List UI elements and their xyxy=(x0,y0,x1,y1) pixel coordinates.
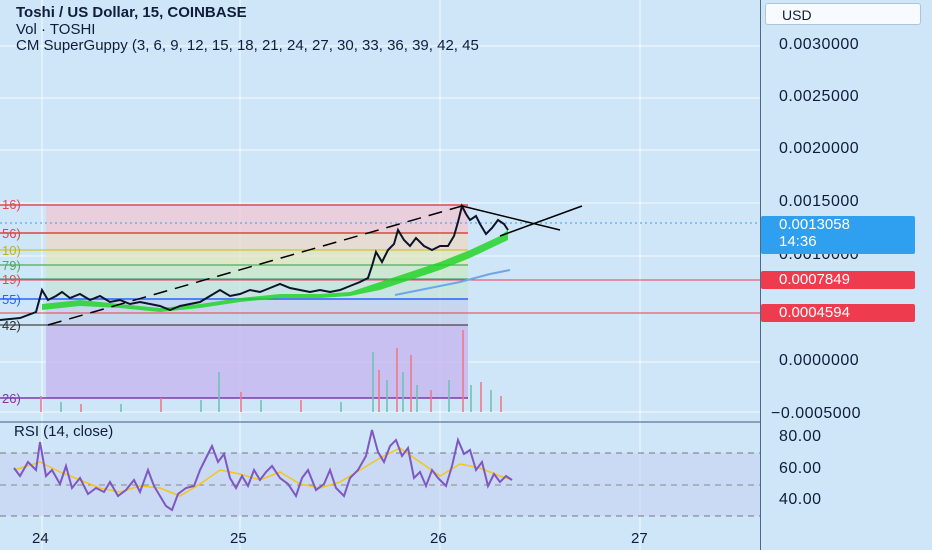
rsi-legend[interactable]: RSI (14, close) xyxy=(14,423,114,440)
price-tick: 0.0025000 xyxy=(779,88,860,105)
fib-label: 56) xyxy=(2,226,21,241)
current-price-tag: 0.0013058 14:36 xyxy=(761,216,915,254)
rsi-tick: 40.00 xyxy=(779,491,822,508)
time-label-26: 26 xyxy=(430,530,447,547)
currency-selector[interactable]: USD xyxy=(765,3,921,25)
rsi-ma-line xyxy=(13,447,513,497)
fib-label: 16) xyxy=(2,197,21,212)
price-tick: −0.0005000 xyxy=(771,405,861,422)
fib-label: 26) xyxy=(2,391,21,406)
rsi-tick: 80.00 xyxy=(779,428,822,445)
price-candles xyxy=(0,203,509,321)
volume-bars xyxy=(40,330,502,412)
fib-label: 55) xyxy=(2,292,21,307)
price-tick: 0.0020000 xyxy=(779,140,860,157)
fib-label: 10) xyxy=(2,243,21,258)
fib-label: 19) xyxy=(2,272,21,287)
level-price-tag-1: 0.0007849 xyxy=(761,271,915,289)
price-chart-pane[interactable] xyxy=(0,0,760,550)
current-price: 0.0013058 xyxy=(779,216,850,233)
price-tick: 0.0000000 xyxy=(779,352,860,369)
price-axis[interactable]: USD 0.0030000 0.0025000 0.0020000 0.0015… xyxy=(760,0,932,550)
rsi-pane[interactable] xyxy=(0,421,760,517)
guppy-legend[interactable]: CM SuperGuppy (3, 6, 9, 12, 15, 18, 21, … xyxy=(16,37,479,54)
price-tick: 0.0030000 xyxy=(779,36,860,53)
fib-label: 42) xyxy=(2,318,21,333)
rsi-line xyxy=(13,429,513,512)
rsi-tick: 60.00 xyxy=(779,460,822,477)
symbol-title[interactable]: Toshi / US Dollar, 15, COINBASE xyxy=(16,4,247,21)
time-label-24: 24 xyxy=(32,530,49,547)
slow-guppy-band xyxy=(394,269,511,296)
fib-label: 79) xyxy=(2,258,21,273)
trendline-drawing[interactable] xyxy=(47,205,583,326)
time-label-27: 27 xyxy=(631,530,648,547)
bar-countdown: 14:36 xyxy=(779,233,817,250)
price-tick: 0.0015000 xyxy=(779,193,860,210)
time-label-25: 25 xyxy=(230,530,247,547)
level-price-tag-2: 0.0004594 xyxy=(761,304,915,322)
guppy-band xyxy=(42,230,508,312)
volume-legend[interactable]: Vol · TOSHI xyxy=(16,21,96,38)
